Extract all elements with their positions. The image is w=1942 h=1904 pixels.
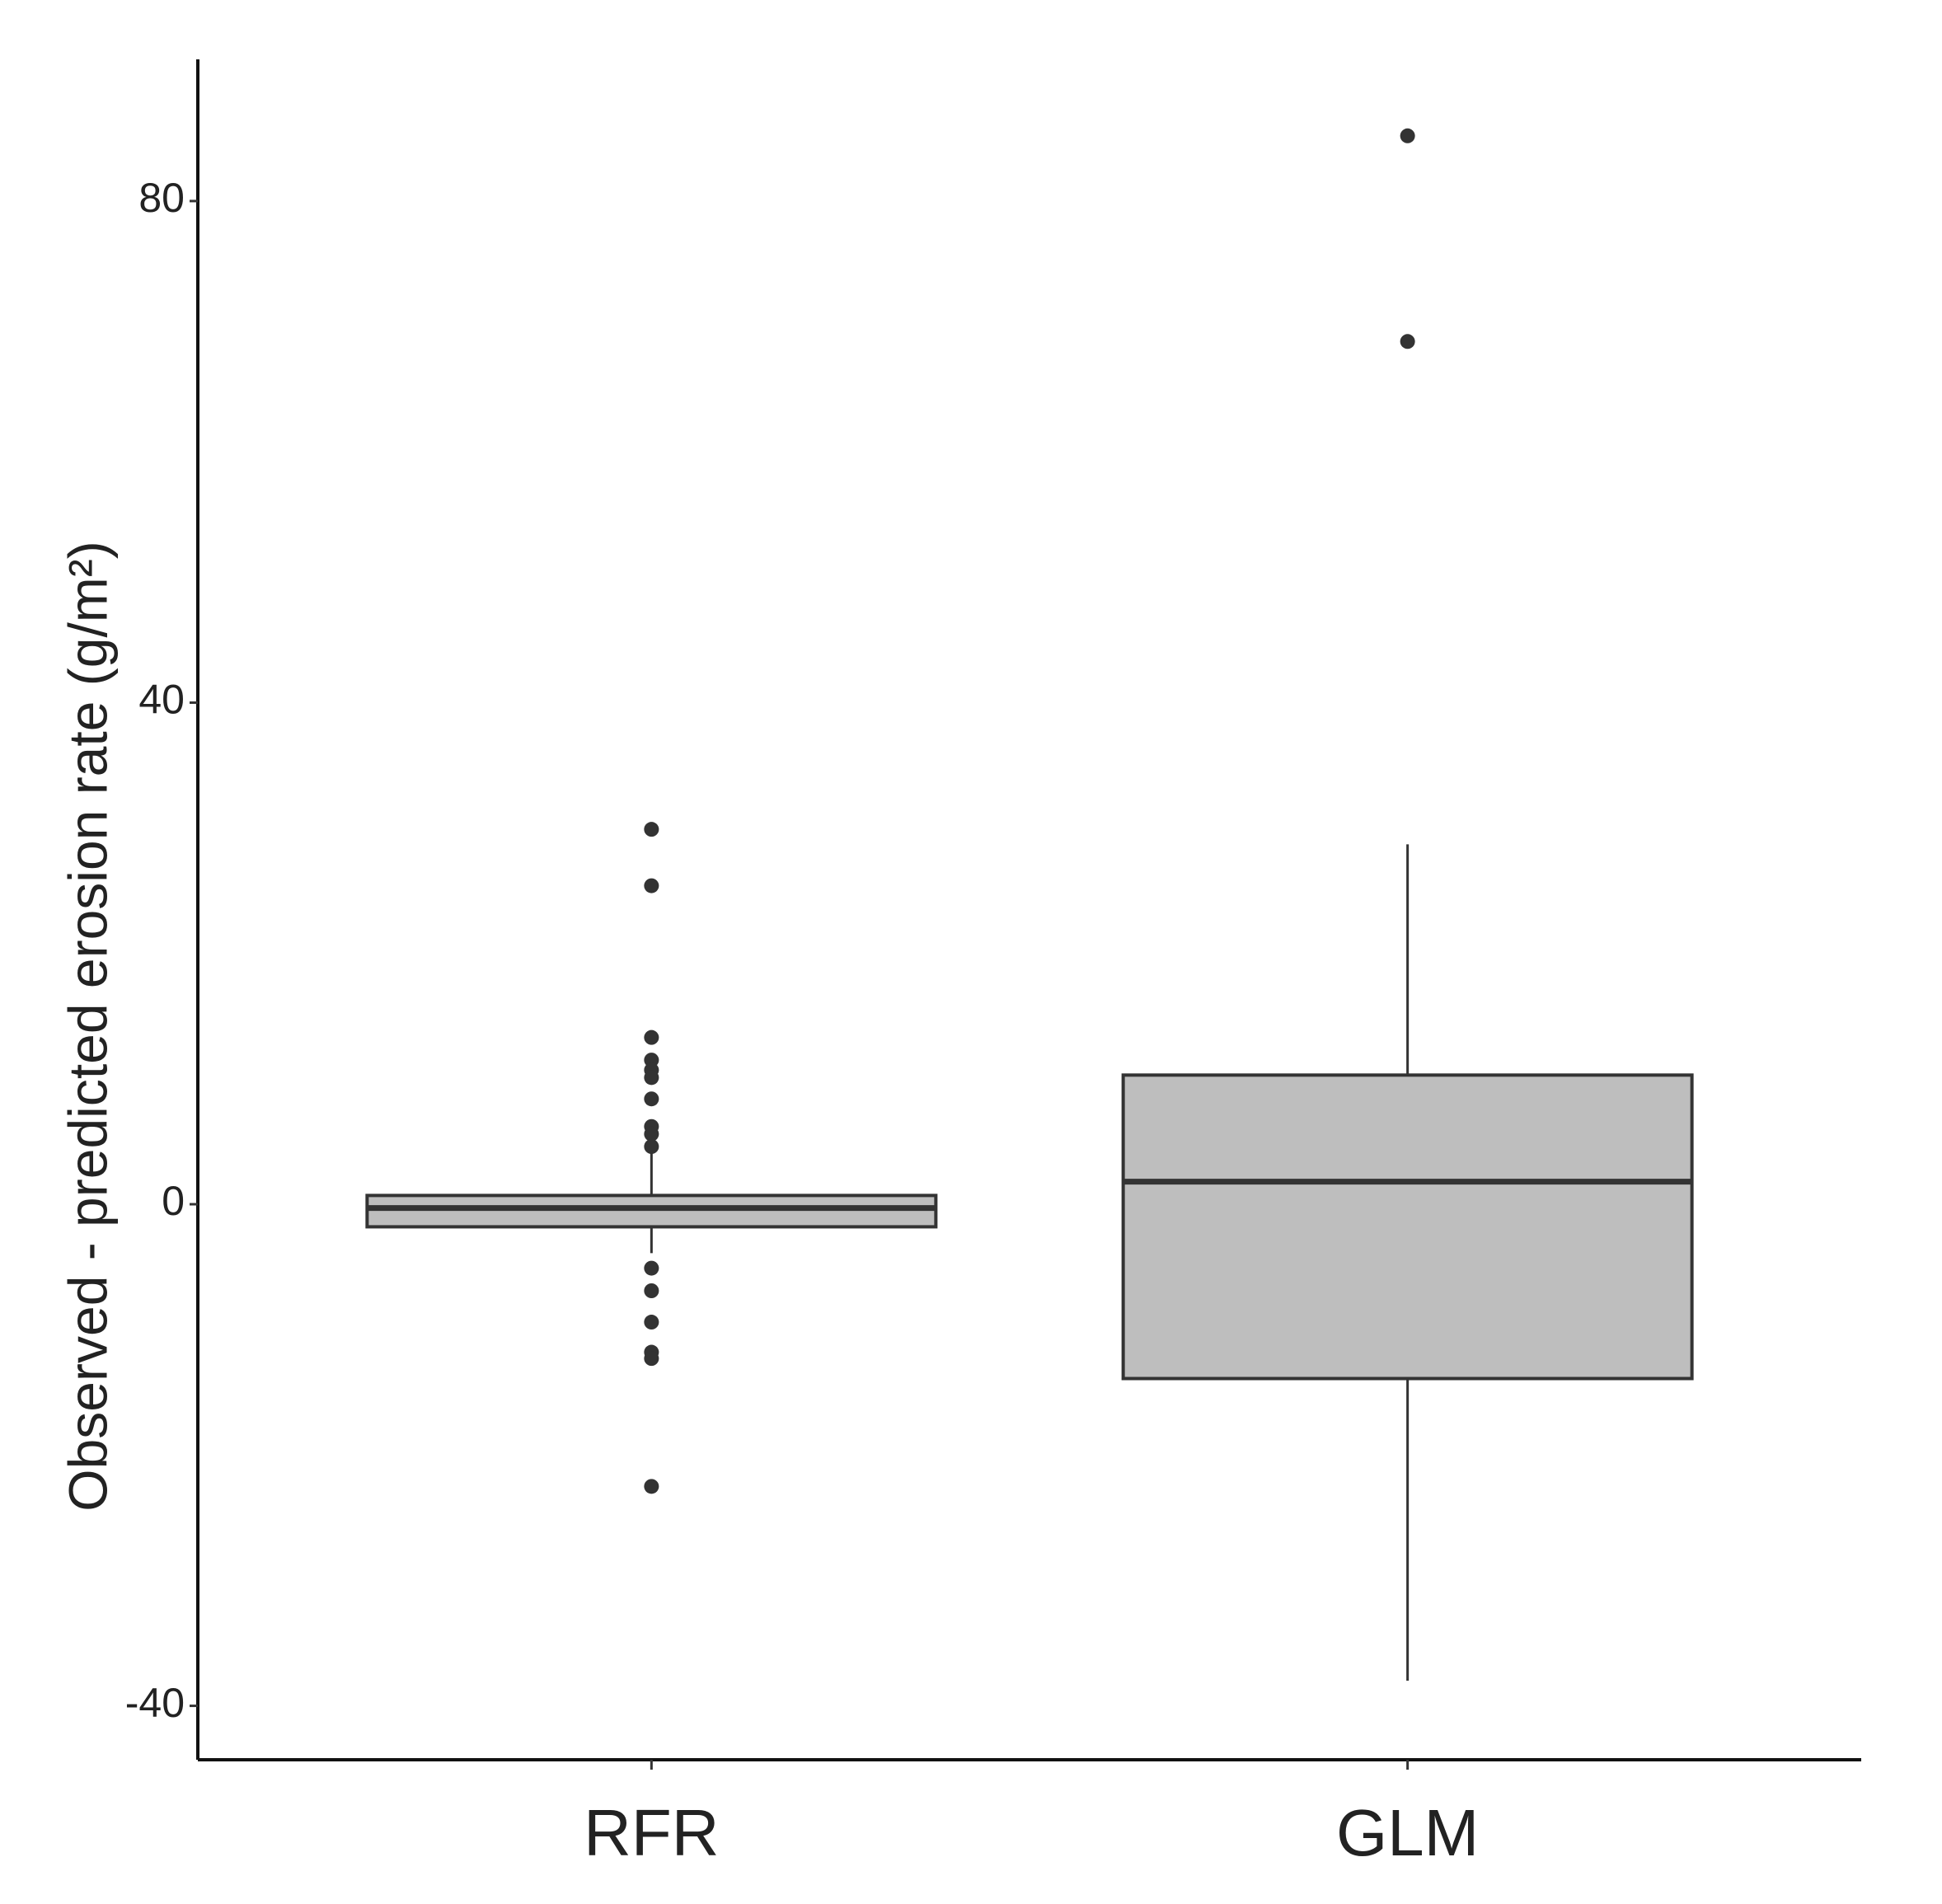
y-tick-label: 40 [138,677,185,723]
outlier [1400,334,1415,349]
outlier [644,1315,659,1330]
y-tick-label: 0 [162,1178,185,1224]
box [1121,1073,1694,1381]
y-tick-label: -40 [125,1680,185,1726]
outlier [644,878,659,893]
outlier [644,822,659,837]
outlier [644,1126,659,1142]
x-tick-label: GLM [1336,1796,1479,1869]
outlier [644,1260,659,1276]
outlier [644,1091,659,1107]
x-tick-label: RFR [584,1796,719,1869]
outlier [644,1029,659,1045]
outlier [644,1139,659,1155]
outlier [644,1479,659,1494]
outlier [1400,128,1415,143]
y-axis-label: Observed - predicted erosion rate (g/m²) [57,541,118,1511]
y-tick-label: 80 [138,175,185,221]
box [365,1194,938,1229]
outlier [644,1070,659,1086]
outlier [644,1283,659,1299]
outlier [644,1351,659,1367]
